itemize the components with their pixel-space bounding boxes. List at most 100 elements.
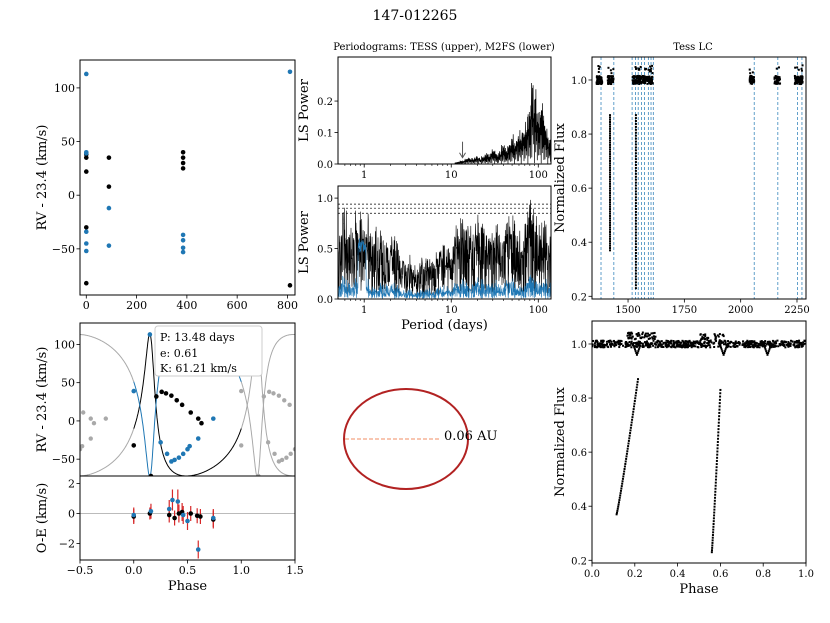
lc-point bbox=[612, 78, 615, 81]
phased-lc-dip-point bbox=[725, 344, 728, 347]
phased-lc-dip-point bbox=[619, 489, 622, 492]
phased-lc-point bbox=[658, 344, 661, 347]
lc-point bbox=[633, 75, 636, 78]
y-tick-label: 100 bbox=[54, 338, 75, 351]
phased-lc-point bbox=[737, 342, 740, 345]
phased-lc-point bbox=[657, 343, 660, 346]
x-axis-label: Phase bbox=[168, 579, 208, 594]
lc-point bbox=[799, 75, 802, 78]
phased-lc-dip-point bbox=[629, 432, 632, 435]
phased-lc-dip-point bbox=[621, 480, 624, 483]
period-arrow-head bbox=[459, 152, 466, 159]
lc-point bbox=[751, 80, 754, 83]
lc-point bbox=[596, 82, 599, 85]
phased-lc-point bbox=[638, 340, 641, 343]
phased-lc-point bbox=[648, 334, 651, 337]
lc-point bbox=[649, 70, 652, 73]
phased-lc-dip-point bbox=[714, 478, 717, 481]
panel-rv_time: 0 200 400 600 800 −50 0 50 100 RV - 23.4 (km/s) bbox=[35, 59, 298, 312]
phased-lc-point bbox=[682, 343, 685, 346]
phased-lc-point bbox=[690, 344, 693, 347]
phased-lc-dip-point bbox=[619, 492, 622, 495]
phased-lc-point bbox=[618, 342, 621, 345]
lc-point bbox=[607, 81, 610, 84]
phased-lc-point bbox=[652, 339, 655, 342]
lc-point bbox=[639, 65, 642, 68]
phased-lc-point bbox=[780, 340, 783, 343]
phased-lc-point bbox=[756, 345, 759, 348]
phased-lc-point bbox=[723, 339, 726, 342]
phased-lc-point bbox=[599, 346, 602, 349]
phased-lc-point bbox=[603, 344, 606, 347]
lc-point bbox=[801, 79, 804, 82]
phased-lc-point bbox=[795, 340, 798, 343]
phased-lc-dip-point bbox=[635, 351, 638, 354]
lc-dip-point bbox=[609, 244, 612, 247]
orbit-au-label: 0.06 AU bbox=[444, 429, 497, 444]
phased-lc-dip-point bbox=[632, 410, 635, 413]
phased-lc-point bbox=[754, 345, 757, 348]
phased-lc-dip-point bbox=[624, 460, 627, 463]
residual-point-blue bbox=[180, 512, 186, 518]
rv-point-wrapped bbox=[292, 447, 295, 452]
phased-lc-point bbox=[701, 336, 704, 339]
lc-point bbox=[749, 72, 752, 75]
phased-lc-dip-point bbox=[714, 490, 717, 493]
rv-point-wrapped bbox=[24, 389, 28, 393]
phased-lc-point bbox=[624, 342, 627, 345]
phased-lc-point bbox=[674, 341, 677, 344]
lc-dip-point bbox=[634, 166, 637, 169]
phased-lc-point bbox=[620, 340, 623, 343]
lc-point bbox=[608, 79, 611, 82]
phased-lc-point bbox=[742, 343, 745, 346]
phased-lc-point bbox=[694, 342, 697, 345]
lc-point bbox=[801, 75, 804, 78]
lc-point bbox=[635, 75, 638, 78]
phased-lc-dip-point bbox=[627, 439, 630, 442]
phased-lc-point bbox=[592, 345, 594, 348]
phased-lc-point bbox=[654, 343, 657, 346]
panel-oc_residuals: −0.5 0.0 0.5 1.0 1.5 −2 0 2 Phase O-E (km/s) bbox=[35, 475, 304, 594]
lc-point bbox=[777, 76, 780, 79]
rv-point-wrapped bbox=[265, 440, 271, 445]
phased-lc-point bbox=[710, 341, 713, 344]
phased-lc-point bbox=[694, 345, 697, 348]
lc-dip-point bbox=[609, 148, 612, 151]
phased-lc-point bbox=[797, 346, 800, 349]
phased-lc-point bbox=[613, 344, 616, 347]
phased-lc-point bbox=[674, 346, 677, 349]
phased-lc-dip-point bbox=[715, 463, 718, 466]
phased-lc-point bbox=[699, 333, 702, 336]
lc-dip-point bbox=[634, 234, 637, 237]
x-tick-label: 1500 bbox=[615, 305, 640, 316]
lc-dip-point bbox=[609, 242, 612, 245]
phased-lc-dip-point bbox=[717, 424, 720, 427]
rv-point-blue bbox=[106, 243, 112, 248]
phased-lc-dip-point bbox=[720, 348, 723, 351]
phased-lc-dip-point bbox=[711, 534, 714, 537]
phased-lc-dip-point bbox=[632, 408, 635, 411]
phased-lc-point bbox=[775, 345, 778, 348]
rv-point-blue bbox=[176, 455, 182, 460]
phased-lc-point bbox=[660, 345, 663, 348]
x-axis-label: Phase bbox=[679, 582, 719, 597]
phased-lc-point bbox=[658, 340, 661, 343]
rv-point-wrapped bbox=[51, 440, 55, 444]
lc-dip-point bbox=[634, 254, 637, 257]
axes-frame bbox=[591, 56, 807, 300]
lc-dip-point bbox=[609, 114, 612, 117]
lc-point bbox=[651, 64, 654, 67]
lc-dip-point bbox=[634, 207, 637, 210]
phased-lc-dip-point bbox=[630, 421, 633, 424]
lc-point bbox=[640, 76, 643, 79]
phased-lc-dip-point bbox=[711, 541, 714, 544]
phased-lc-point bbox=[714, 335, 717, 338]
lc-point bbox=[750, 75, 753, 78]
phased-lc-point bbox=[793, 343, 796, 346]
lc-dip-point bbox=[634, 187, 637, 190]
phased-lc-point bbox=[704, 345, 707, 348]
lc-point bbox=[795, 80, 798, 83]
lc-dip-point bbox=[634, 266, 637, 269]
phased-lc-point bbox=[709, 346, 712, 349]
phased-lc-point bbox=[752, 340, 755, 343]
